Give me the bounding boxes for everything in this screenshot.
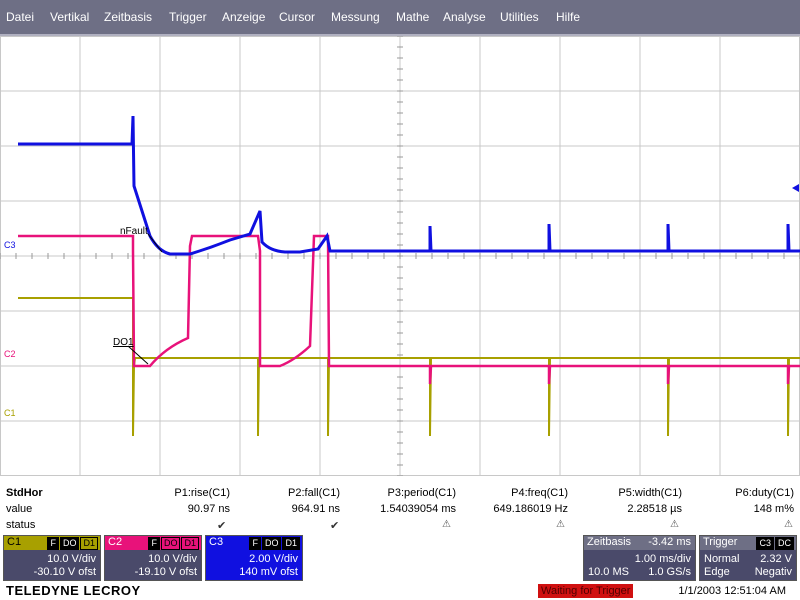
channel-tag: D1 xyxy=(282,537,300,550)
channel-marker-c3: C3 xyxy=(4,240,16,250)
measurement-table: StdHor P1:rise(C1) P2:fall(C1) P3:period… xyxy=(0,484,800,534)
param-value-p5: 2.28518 µs xyxy=(627,503,682,515)
channel-offset-c3: 140 mV ofst xyxy=(239,566,298,578)
menu-utilities[interactable]: Utilities xyxy=(500,10,539,24)
annotation-do1: DO1 xyxy=(113,337,134,348)
trigger-source-tag: C3 xyxy=(756,537,774,550)
timebase-title: Zeitbasis xyxy=(587,536,632,548)
channel-tag: F xyxy=(47,537,59,550)
trigger-mode: Normal xyxy=(704,553,740,565)
trigger-level-marker-icon xyxy=(792,184,799,192)
param-value-p2: 964.91 ns xyxy=(291,503,340,515)
menu-trigger[interactable]: Trigger xyxy=(169,10,207,24)
param-name-p1[interactable]: P1:rise(C1) xyxy=(174,487,230,499)
channel-tag: DO xyxy=(261,537,282,550)
timebase-delay: -3.42 ms xyxy=(648,536,691,548)
param-name-p5[interactable]: P5:width(C1) xyxy=(618,487,682,499)
channel-marker-c1: C1 xyxy=(4,408,16,418)
brand-logo: TELEDYNE LECROY xyxy=(6,583,141,598)
menu-zeitbasis[interactable]: Zeitbasis xyxy=(104,10,153,24)
acquisition-status: Waiting for Trigger xyxy=(538,584,634,598)
param-name-p3[interactable]: P3:period(C1) xyxy=(387,487,456,499)
channel-vdiv-c3: 2.00 V/div xyxy=(249,553,298,565)
channel-label-c3: C3 xyxy=(209,536,224,548)
param-name-p4[interactable]: P4:freq(C1) xyxy=(511,487,568,499)
trigger-panel[interactable]: Trigger C3 DC Normal 2.32 V Edge Negativ xyxy=(699,535,797,581)
annotation-leader-do1 xyxy=(127,345,149,365)
warning-icon: ⚠ xyxy=(442,519,451,530)
timebase-panel[interactable]: Zeitbasis -3.42 ms 1.00 ms/div 10.0 MS 1… xyxy=(583,535,696,581)
check-icon: ✔ xyxy=(330,520,340,532)
menu-bar: Datei Vertikal Zeitbasis Trigger Anzeige… xyxy=(0,0,800,36)
warning-icon: ⚠ xyxy=(670,519,679,530)
menu-analyse[interactable]: Analyse xyxy=(443,10,486,24)
channel-vdiv-c1: 10.0 V/div xyxy=(47,553,96,565)
c3-trace xyxy=(18,115,800,256)
trigger-title: Trigger xyxy=(703,536,738,548)
measure-header-label: StdHor xyxy=(6,487,43,499)
trigger-slope: Negativ xyxy=(754,566,792,578)
channel-tag: D1 xyxy=(181,537,199,550)
menu-cursor[interactable]: Cursor xyxy=(279,10,316,24)
status-bar: TELEDYNE LECROY Waiting for Trigger 1/1/… xyxy=(0,582,800,600)
menu-datei[interactable]: Datei xyxy=(6,10,35,24)
channel-marker-c2: C2 xyxy=(4,349,16,359)
param-value-p4: 649.186019 Hz xyxy=(493,503,568,515)
waveform-display[interactable]: nFault DO1 C1 C2 C3 xyxy=(0,36,800,476)
trigger-level: 2.32 V xyxy=(760,553,792,565)
channel-markers: C1 C2 C3 xyxy=(4,184,799,418)
menu-anzeige[interactable]: Anzeige xyxy=(222,10,266,24)
warning-icon: ⚠ xyxy=(556,519,565,530)
channel-offset-c2: -19.10 V ofst xyxy=(134,566,197,578)
waveform-traces: nFault DO1 xyxy=(18,115,800,437)
param-name-p2[interactable]: P2:fall(C1) xyxy=(288,487,340,499)
graticule xyxy=(0,36,800,476)
channel-label-c1: C1 xyxy=(7,536,22,548)
channel-label-c2: C2 xyxy=(108,536,123,548)
warning-icon: ⚠ xyxy=(784,519,793,530)
menu-hilfe[interactable]: Hilfe xyxy=(556,10,581,24)
check-icon: ✔ xyxy=(217,520,227,532)
channel-tag: DO xyxy=(59,537,80,550)
measure-value-label: value xyxy=(6,503,33,515)
channel-panel-c3[interactable]: C3 F DO D1 2.00 V/div 140 mV ofst xyxy=(205,535,303,581)
c2-trace xyxy=(18,234,800,385)
param-value-p3: 1.54039054 ms xyxy=(380,503,456,515)
timebase-rate: 1.0 GS/s xyxy=(648,566,691,578)
channel-panel-c2[interactable]: C2 F DO D1 10.0 V/div -19.10 V ofst xyxy=(104,535,202,581)
channel-tag: D1 xyxy=(80,537,98,550)
annotation-leader-nfault xyxy=(147,233,163,253)
trigger-coupling-tag: DC xyxy=(775,537,794,550)
channel-offset-c1: -30.10 V ofst xyxy=(33,566,96,578)
measure-status-label: status xyxy=(6,519,36,531)
channel-tag: F xyxy=(148,537,160,550)
param-value-p1: 90.97 ns xyxy=(187,503,230,515)
date-time: 1/1/2003 12:51:04 AM xyxy=(678,585,786,597)
timebase-tdiv: 1.00 ms/div xyxy=(634,553,691,565)
param-value-p6: 148 m% xyxy=(753,503,794,515)
timebase-samples: 10.0 MS xyxy=(588,566,629,578)
trigger-type: Edge xyxy=(704,566,730,578)
channel-tag: DO xyxy=(160,537,181,550)
channel-vdiv-c2: 10.0 V/div xyxy=(148,553,197,565)
channel-tag: F xyxy=(249,537,261,550)
channel-panel-c1[interactable]: C1 F DO D1 10.0 V/div -30.10 V ofst xyxy=(3,535,101,581)
menu-vertikal[interactable]: Vertikal xyxy=(50,10,90,24)
annotation-nfault: nFault xyxy=(120,226,148,237)
menu-mathe[interactable]: Mathe xyxy=(396,10,430,24)
param-name-p6[interactable]: P6:duty(C1) xyxy=(735,487,794,499)
menu-messung[interactable]: Messung xyxy=(331,10,380,24)
